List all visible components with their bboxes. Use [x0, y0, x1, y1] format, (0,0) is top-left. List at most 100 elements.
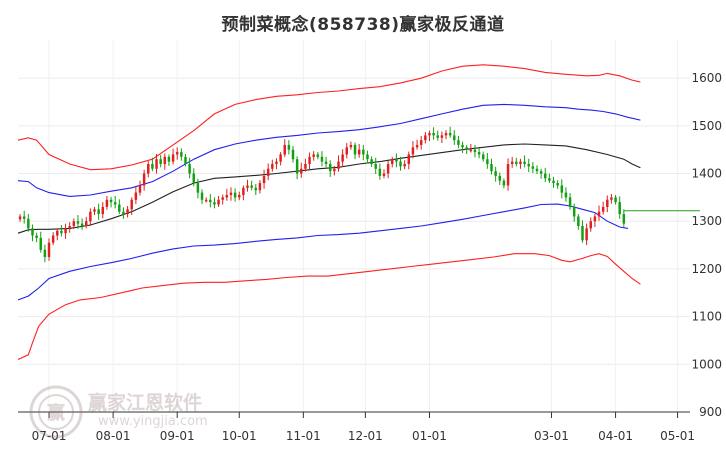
candle [544, 167, 547, 183]
candle-body [155, 159, 158, 169]
candle-body [568, 197, 572, 207]
candle [134, 186, 138, 205]
candle [316, 152, 320, 160]
candle [606, 195, 609, 213]
candle-body [171, 154, 175, 162]
candle-body [519, 161, 522, 164]
candle-body [22, 216, 26, 219]
candle [275, 158, 278, 170]
candle-body [31, 228, 34, 236]
candle-body [217, 199, 220, 205]
candle-body [564, 192, 568, 198]
candle [196, 178, 200, 199]
candle [440, 131, 444, 144]
candle [510, 156, 514, 168]
candle [419, 135, 423, 150]
candle-body [51, 235, 55, 243]
y-tick-label: 1400 [691, 167, 722, 181]
svg-text:赢: 赢 [47, 402, 65, 424]
candle [415, 139, 419, 150]
candle [113, 195, 117, 209]
candle-body [39, 237, 42, 250]
candle [506, 158, 510, 191]
candle-body [337, 161, 340, 169]
candle [43, 244, 47, 263]
candle-body [275, 161, 278, 164]
candle [349, 141, 353, 150]
candle-body [465, 147, 468, 150]
grid-layer [18, 40, 690, 412]
candle-body [502, 180, 506, 186]
candle [283, 139, 286, 157]
candle-body [72, 221, 76, 226]
candle [221, 194, 224, 205]
candle [548, 173, 551, 184]
candle [597, 205, 601, 221]
candle-body [122, 211, 125, 215]
candle-body [27, 218, 30, 229]
candle-body [386, 164, 390, 174]
candle-body [221, 197, 224, 200]
x-tick-label: 01-01 [412, 429, 447, 443]
candle-body [353, 144, 357, 155]
candle-body [262, 175, 266, 184]
candle [35, 232, 38, 243]
candle-body [184, 156, 187, 164]
candle [159, 154, 162, 168]
candle-body [225, 195, 229, 198]
candle-body [419, 140, 423, 145]
candle-body [118, 204, 121, 212]
y-tick-label: 900 [699, 405, 722, 419]
candle [126, 205, 129, 218]
candle-body [333, 168, 336, 172]
candle [308, 152, 311, 170]
candle [101, 202, 105, 219]
candle-body [320, 156, 324, 162]
candle-body [535, 168, 539, 172]
candle [577, 214, 580, 230]
candle [498, 172, 502, 185]
candle-body [126, 209, 129, 215]
candle-body [601, 206, 605, 212]
candle-body [382, 173, 386, 176]
candle-body [622, 214, 626, 224]
candle [374, 157, 377, 175]
candle-body [64, 228, 67, 234]
candle [403, 160, 406, 170]
candle [444, 130, 448, 140]
candle-body [378, 168, 382, 176]
band-layer [17, 64, 700, 361]
watermark-logo-icon: 赢 [29, 385, 83, 439]
candle [184, 153, 187, 167]
candle-body [324, 161, 328, 164]
candle-body [238, 195, 241, 198]
candle-body [76, 221, 80, 224]
candle [428, 130, 431, 142]
candle [589, 217, 592, 232]
candle-body [105, 199, 109, 207]
candle-body [200, 192, 204, 200]
candle-body [453, 135, 456, 141]
candle-body [614, 197, 617, 203]
candle [155, 153, 158, 174]
candle-body [163, 156, 167, 164]
candle [93, 206, 96, 216]
candle [353, 142, 357, 160]
x-tick-label: 12-01 [348, 429, 383, 443]
candle-body [68, 226, 71, 229]
candle-body [97, 209, 100, 215]
candle-body [556, 183, 559, 186]
candle [180, 148, 183, 161]
candle-body [539, 171, 543, 174]
candle-body [283, 144, 286, 155]
y-tick-label: 1000 [691, 357, 722, 371]
candle [295, 156, 299, 180]
candle-body [43, 249, 47, 257]
candle [391, 156, 394, 168]
candle [568, 193, 572, 210]
candle-body [113, 202, 117, 205]
candle [457, 135, 460, 149]
candle [242, 185, 245, 201]
candle [593, 213, 597, 227]
candle-body [18, 216, 22, 220]
